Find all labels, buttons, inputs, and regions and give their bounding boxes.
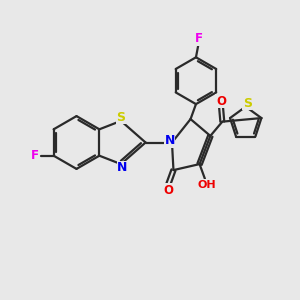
- Text: S: S: [116, 111, 125, 124]
- Text: O: O: [216, 95, 226, 108]
- Text: F: F: [30, 149, 38, 162]
- Text: O: O: [163, 184, 173, 197]
- Text: N: N: [164, 134, 175, 148]
- Text: F: F: [195, 32, 203, 45]
- Text: OH: OH: [197, 180, 216, 190]
- Text: S: S: [243, 97, 252, 110]
- Text: N: N: [117, 161, 128, 174]
